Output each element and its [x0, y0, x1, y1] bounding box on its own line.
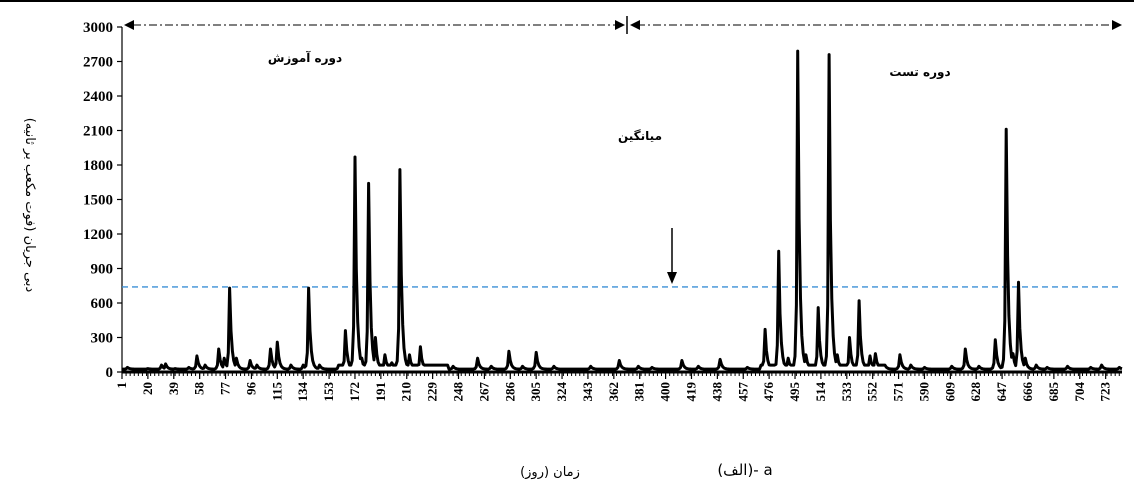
- series-line: [121, 49, 1123, 371]
- x-tick-label: 666: [1020, 382, 1035, 402]
- x-axis: 1 20 39 58 77 96 115 134 153 172 191 210 229 248 267 28…: [114, 370, 1122, 402]
- x-tick-label: 609: [942, 382, 957, 402]
- x-tick-label: 685: [1046, 382, 1061, 402]
- x-tick-label: 457: [735, 382, 750, 402]
- x-tick-label: 39: [166, 382, 181, 396]
- y-tick-label: 1200: [83, 227, 113, 243]
- x-tick-label: 400: [658, 382, 673, 402]
- x-tick-label: 305: [528, 382, 543, 402]
- x-tick-label: 381: [632, 382, 647, 402]
- x-tick-label: 476: [761, 382, 776, 402]
- period-arrows: [124, 16, 1122, 34]
- x-tick-label: 552: [865, 382, 880, 402]
- y-tick-label: 2100: [83, 124, 113, 140]
- x-tick-label: 1: [114, 382, 129, 389]
- x-tick-label: 362: [606, 382, 621, 402]
- y-axis-label: دبی جریان (فوت مکعب بر ثانیه): [22, 118, 37, 293]
- training-label: دوره آموزش: [268, 50, 342, 66]
- x-tick-label: 571: [891, 382, 906, 402]
- y-tick-label: 1500: [83, 193, 113, 209]
- y-tick-label: 900: [91, 262, 114, 278]
- x-tick-label: 115: [269, 382, 284, 401]
- x-tick-label: 343: [580, 382, 595, 402]
- y-tick-label: 1800: [83, 158, 113, 174]
- x-tick-label: 134: [295, 382, 310, 402]
- x-tick-label: 248: [451, 382, 466, 402]
- x-tick-label: 210: [399, 382, 414, 402]
- x-tick-label: 704: [1072, 382, 1087, 402]
- x-tick-label: 514: [813, 382, 828, 402]
- x-tick-label: 172: [347, 382, 362, 402]
- mean-arrow: [667, 228, 677, 284]
- x-tick-label: 191: [373, 382, 388, 402]
- mean-label: میانگین: [618, 129, 662, 143]
- x-tick-label: 58: [192, 382, 207, 396]
- test-arrowhead-left: [630, 20, 640, 30]
- x-tick-label: 96: [243, 382, 258, 396]
- y-tick-label: 2700: [83, 55, 113, 71]
- x-tick-label: 590: [916, 382, 931, 402]
- y-tick-label: 600: [91, 296, 114, 312]
- x-tick-label: 77: [218, 382, 233, 396]
- x-tick-label: 438: [709, 382, 724, 402]
- test-label: دوره تست: [889, 65, 950, 80]
- training-arrowhead-left: [124, 20, 134, 30]
- x-tick-label: 324: [554, 382, 569, 402]
- x-tick-label: 20: [140, 382, 155, 395]
- y-tick-label: 0: [106, 365, 114, 381]
- x-tick-label: 495: [787, 382, 802, 402]
- x-tick-label: 153: [321, 382, 336, 402]
- y-tick-label: 2400: [83, 89, 113, 105]
- y-tick-label: 3000: [83, 20, 113, 36]
- x-tick-label: 229: [425, 382, 440, 402]
- test-arrowhead-right: [1112, 20, 1122, 30]
- training-arrowhead-right: [615, 20, 625, 30]
- x-tick-label: 267: [476, 382, 491, 402]
- x-tick-label: 286: [502, 382, 517, 402]
- y-axis: 0 300 600 900 1200 1500 1800 2100 2400 2700 3000: [83, 20, 123, 381]
- x-tick-label: 723: [1098, 382, 1113, 402]
- x-tick-label: 533: [839, 382, 854, 402]
- y-tick-label: 300: [91, 331, 114, 347]
- x-tick-label: 419: [683, 382, 698, 402]
- figure-caption: (الف)- a: [717, 461, 772, 479]
- x-tick-label: 628: [968, 382, 983, 402]
- x-tick-label: 647: [994, 382, 1009, 402]
- x-axis-label: زمان (روز): [520, 465, 580, 480]
